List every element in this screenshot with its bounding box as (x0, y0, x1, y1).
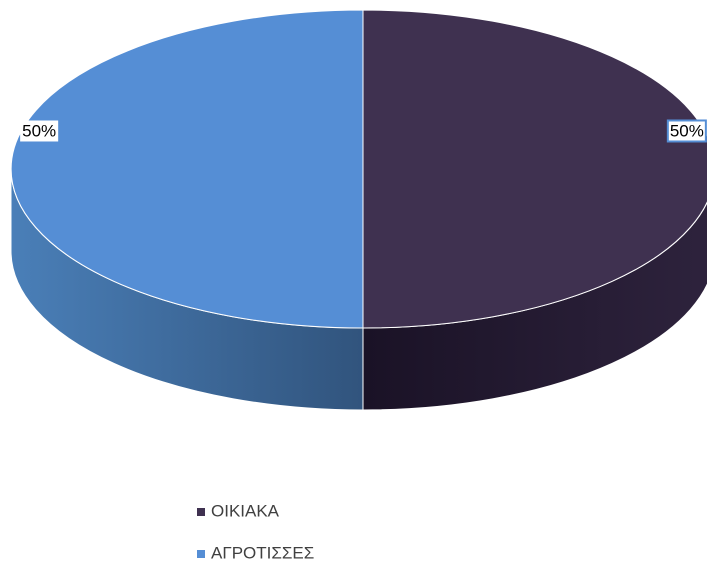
legend-marker-1 (197, 550, 205, 558)
data-label-box-0 (666, 119, 707, 143)
pie-slice-1 (10, 9, 364, 329)
data-label-0: 50% (670, 121, 704, 140)
legend-label-0: ΟΙΚΙΑΚΑ (211, 501, 280, 520)
data-label-1: 50% (22, 121, 56, 140)
pie-slices (10, 9, 707, 329)
data-label-box-1 (20, 120, 59, 142)
legend-label-1: ΑΓΡΟΤΙΣΣΕΣ (211, 543, 314, 562)
legend: ΟΙΚΙΑΚΑ ΑΓΡΟΤΙΣΣΕΣ (197, 501, 314, 562)
pie-slice-0 (362, 9, 707, 329)
data-labels: 50% 50% (20, 119, 707, 143)
legend-marker-0 (197, 508, 205, 516)
